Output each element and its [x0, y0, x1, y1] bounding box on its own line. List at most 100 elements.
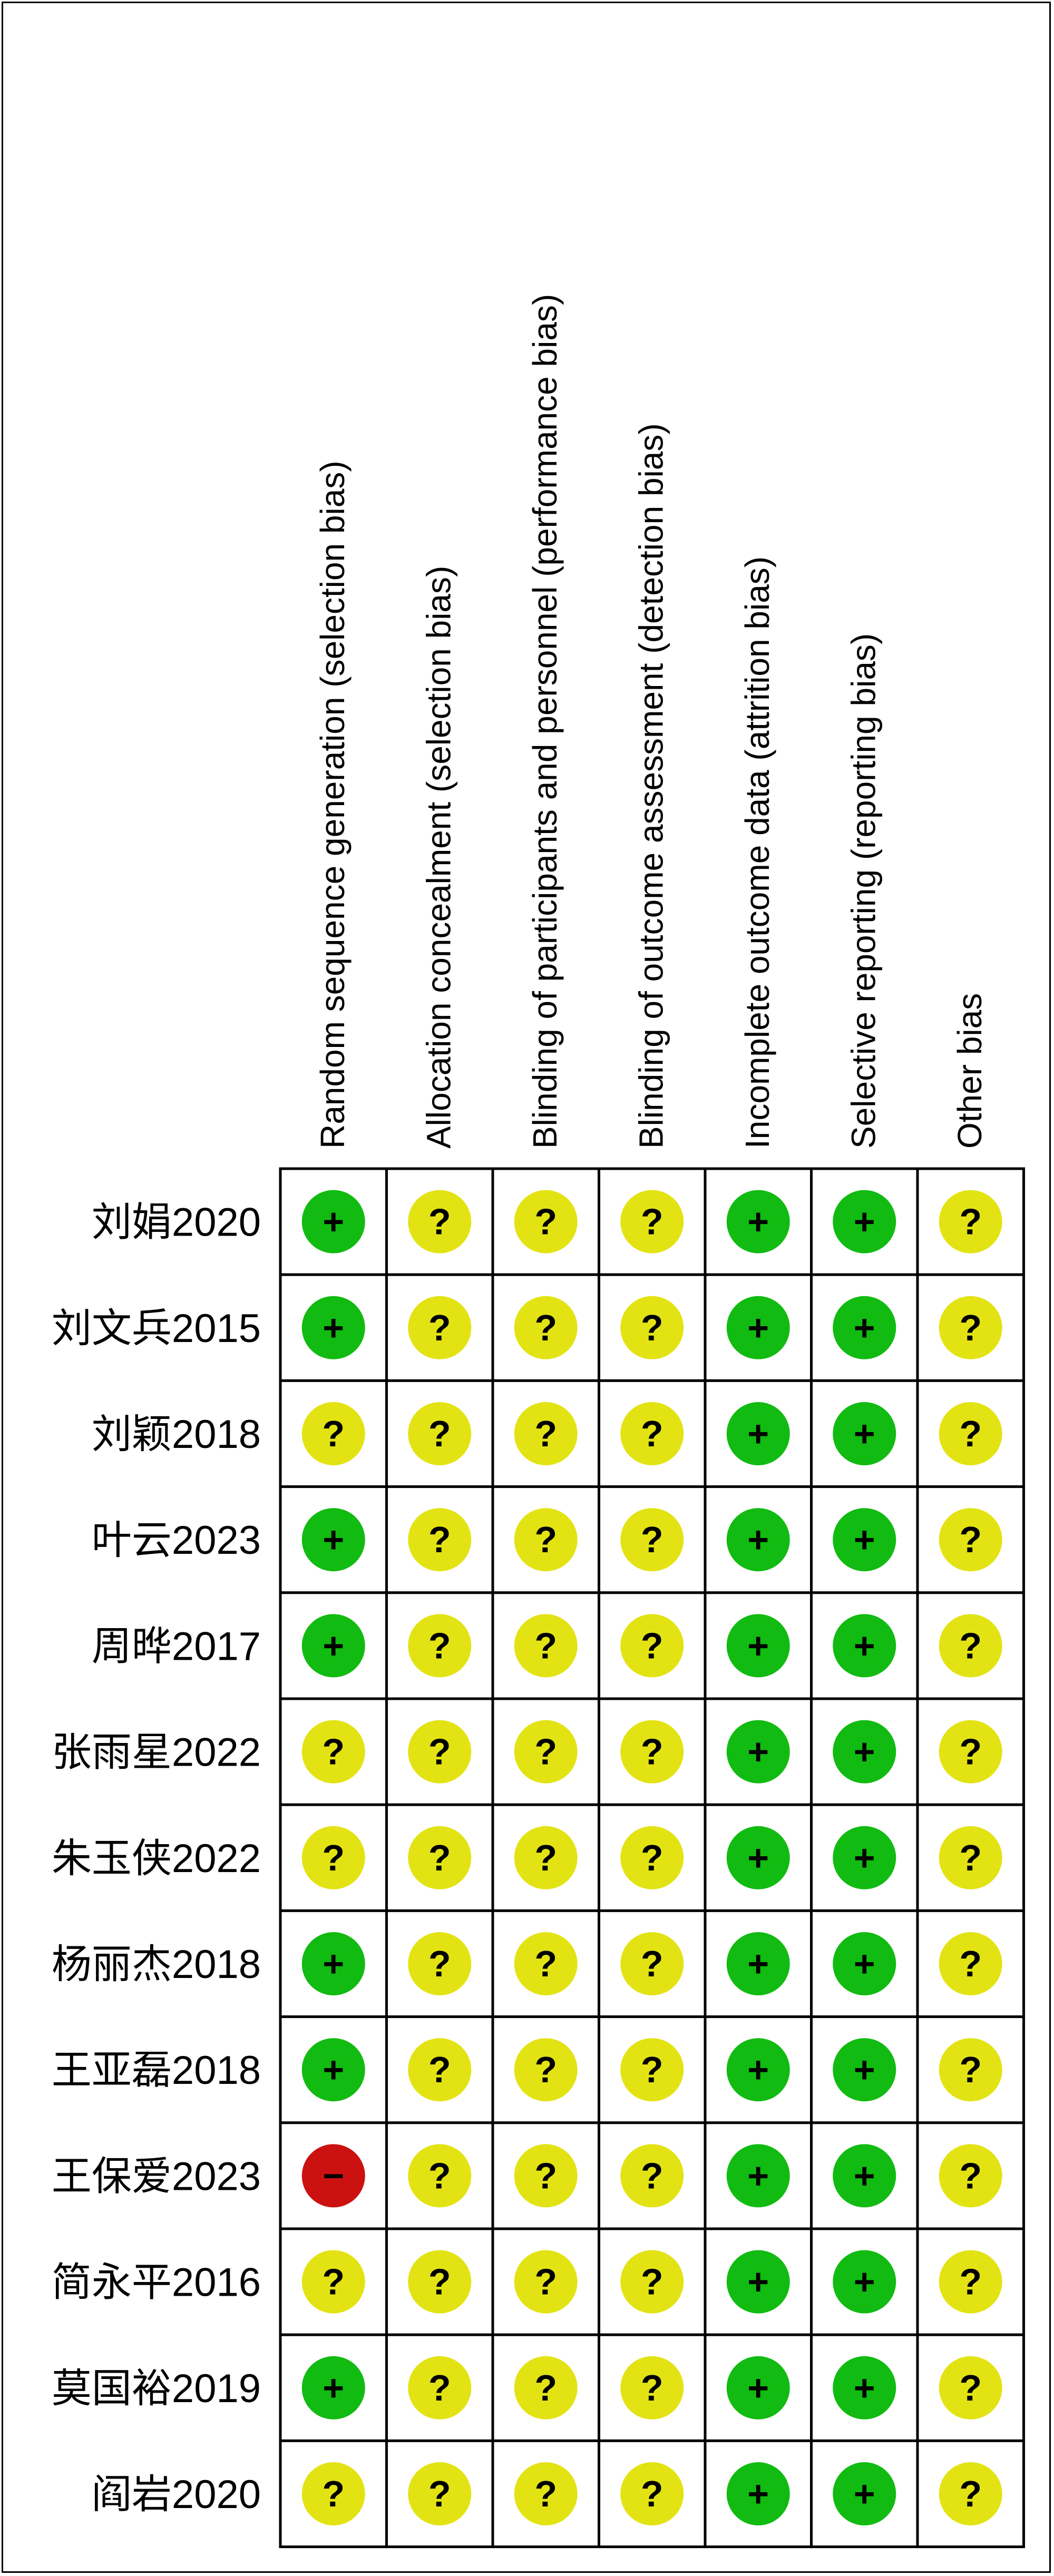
rating-symbol: ?: [534, 2367, 557, 2408]
rating-low-icon: [301, 1932, 365, 1995]
study-label: 朱玉侠2022: [52, 1836, 261, 1881]
rating-unclear-icon: [620, 1296, 684, 1359]
domain-label: Random sequence generation (selection bi…: [314, 461, 352, 1149]
rating-unclear-icon: [939, 2144, 1002, 2208]
study-label: 王保爱2023: [52, 2154, 261, 2199]
rating-symbol: +: [323, 1943, 344, 1984]
rating-symbol: ?: [641, 1943, 663, 1984]
rating-unclear-icon: [514, 1826, 578, 1889]
rating-unclear-icon: [514, 1190, 578, 1253]
rating-symbol: ?: [959, 1307, 982, 1348]
rating-symbol: +: [747, 1837, 769, 1878]
rating-unclear-icon: [301, 1826, 365, 1889]
rating-symbol: ?: [641, 1201, 663, 1242]
rating-unclear-icon: [408, 1614, 472, 1678]
rating-symbol: ?: [959, 2367, 982, 2408]
rating-low-icon: [726, 2250, 790, 2314]
rating-unclear-icon: [620, 2250, 684, 2314]
rating-symbol: ?: [641, 1307, 663, 1348]
rating-low-icon: [833, 1826, 896, 1889]
rating-unclear-icon: [408, 1508, 472, 1572]
rating-symbol: ?: [641, 2049, 663, 2090]
rating-symbol: ?: [322, 2261, 345, 2303]
rating-low-icon: [833, 2144, 896, 2208]
rating-low-icon: [726, 2356, 790, 2420]
rating-low-icon: [726, 1932, 790, 1995]
rating-unclear-icon: [939, 2250, 1002, 2314]
rating-symbol: +: [747, 1625, 769, 1666]
rating-unclear-icon: [939, 1826, 1002, 1889]
rating-unclear-icon: [939, 1932, 1002, 1995]
rating-low-icon: [301, 1614, 365, 1678]
rating-low-icon: [833, 1614, 896, 1678]
rating-symbol: +: [854, 1625, 875, 1666]
rating-symbol: ?: [641, 1413, 663, 1454]
rating-low-icon: [726, 1402, 790, 1465]
rating-symbol: ?: [428, 1731, 451, 1772]
rating-symbol: +: [747, 1307, 769, 1348]
study-label: 刘娟2020: [92, 1200, 261, 1245]
rating-symbol: +: [854, 2473, 875, 2514]
domain-label: Selective reporting (reporting bias): [844, 633, 882, 1149]
rating-low-icon: [301, 2038, 365, 2102]
rating-unclear-icon: [408, 2038, 472, 2102]
rating-symbol: ?: [959, 1731, 982, 1772]
rating-symbol: +: [854, 1519, 875, 1560]
rating-unclear-icon: [620, 1614, 684, 1678]
study-label: 王亚磊2018: [52, 2048, 261, 2093]
rating-symbol: +: [323, 2049, 344, 2090]
rating-symbol: ?: [641, 2367, 663, 2408]
rating-symbol: +: [854, 1201, 875, 1242]
rating-unclear-icon: [301, 2250, 365, 2314]
study-label: 叶云2023: [92, 1518, 261, 1563]
study-label: 张雨星2022: [52, 1730, 261, 1775]
rating-symbol: ?: [959, 2473, 982, 2514]
rating-symbol: ?: [959, 1625, 982, 1666]
rating-unclear-icon: [408, 1402, 472, 1465]
rating-low-icon: [301, 2356, 365, 2420]
rating-symbol: +: [854, 2367, 875, 2408]
rating-symbol: ?: [959, 1201, 982, 1242]
rating-unclear-icon: [620, 1932, 684, 1995]
rating-symbol: ?: [428, 2155, 451, 2196]
rating-symbol: ?: [959, 2155, 982, 2196]
rating-symbol: +: [747, 2367, 769, 2408]
rating-symbol: +: [854, 1307, 875, 1348]
rating-unclear-icon: [939, 1296, 1002, 1359]
rating-symbol: +: [747, 1201, 769, 1242]
rating-unclear-icon: [620, 1508, 684, 1572]
rating-symbol: ?: [641, 1625, 663, 1666]
rating-symbol: ?: [322, 1837, 345, 1878]
rating-symbol: ?: [322, 2473, 345, 2514]
domain-label: Incomplete outcome data (attrition bias): [738, 556, 776, 1149]
rating-symbol: ?: [534, 2049, 557, 2090]
domain-label: Blinding of participants and personnel (…: [526, 294, 564, 1149]
rating-symbol: ?: [959, 1413, 982, 1454]
rating-symbol: +: [747, 1943, 769, 1984]
rating-unclear-icon: [939, 2462, 1002, 2525]
rating-low-icon: [726, 1296, 790, 1359]
rating-unclear-icon: [939, 1614, 1002, 1678]
rating-unclear-icon: [514, 2250, 578, 2314]
rating-symbol: ?: [641, 1519, 663, 1560]
rating-symbol: ?: [428, 2261, 451, 2303]
rating-unclear-icon: [620, 1402, 684, 1465]
rating-symbol: ?: [428, 1625, 451, 1666]
rating-symbol: ?: [959, 2049, 982, 2090]
study-label: 刘颖2018: [92, 1412, 261, 1457]
rating-unclear-icon: [408, 1190, 472, 1253]
rating-symbol: −: [323, 2155, 344, 2196]
rating-low-icon: [833, 2462, 896, 2525]
rating-symbol: +: [323, 1519, 344, 1560]
rating-symbol: ?: [534, 2261, 557, 2303]
rating-symbol: ?: [428, 1943, 451, 1984]
rating-symbol: ?: [428, 2473, 451, 2514]
rating-symbol: ?: [534, 1625, 557, 1666]
domain-label: Blinding of outcome assessment (detectio…: [632, 423, 670, 1149]
rating-symbol: +: [747, 2473, 769, 2514]
rating-symbol: ?: [428, 2049, 451, 2090]
rating-low-icon: [833, 2356, 896, 2420]
rating-unclear-icon: [301, 1402, 365, 1465]
rating-low-icon: [726, 1720, 790, 1784]
